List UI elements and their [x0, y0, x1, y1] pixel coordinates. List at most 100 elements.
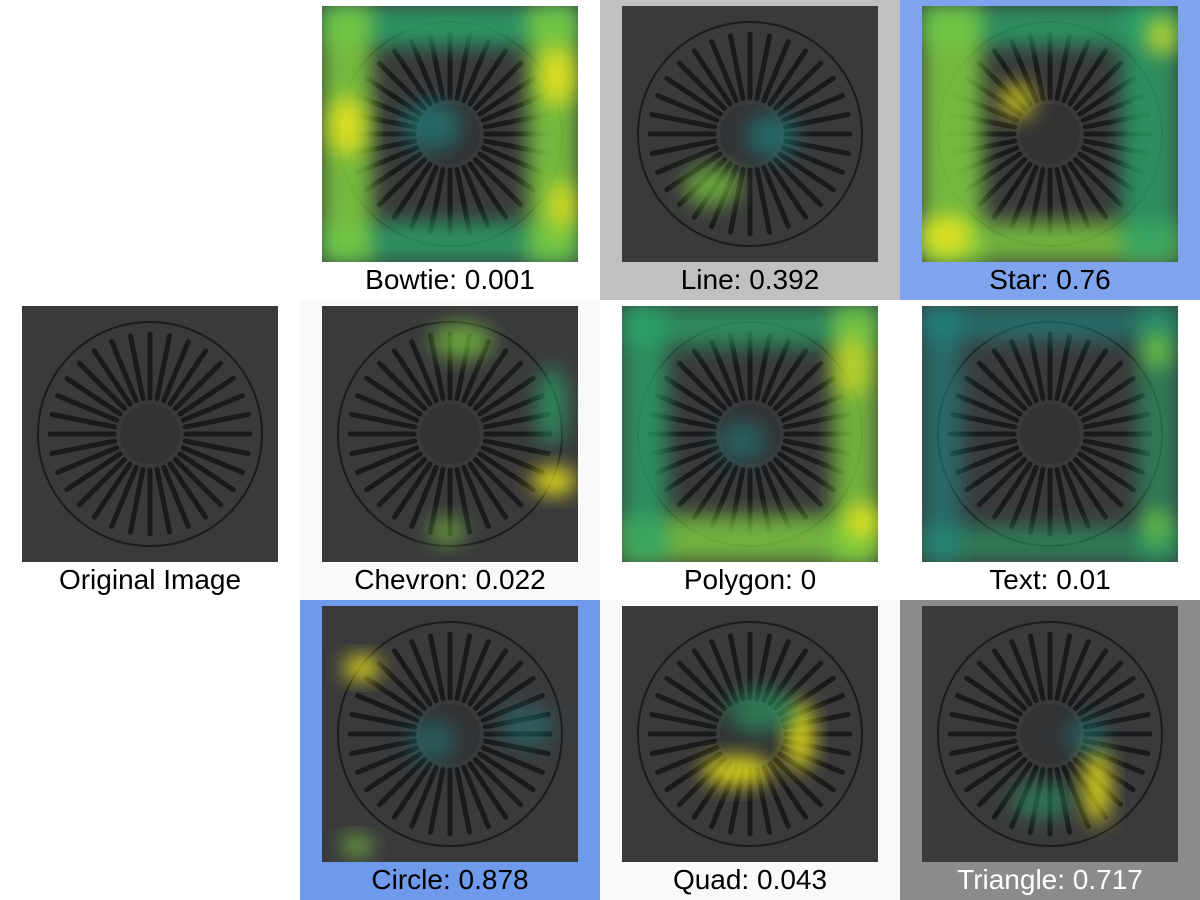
petal-stroke: [154, 466, 173, 535]
petal-stroke: [182, 438, 251, 457]
petal-stroke: [477, 751, 536, 793]
heatmap-thumbnail: [322, 306, 578, 562]
petal-stroke: [467, 461, 509, 520]
petal-stroke: [955, 393, 1020, 423]
petal-stroke: [649, 111, 718, 130]
petal-stroke: [364, 375, 423, 417]
petal-stroke: [477, 675, 536, 717]
flower-center: [120, 404, 180, 464]
flower-center: [1020, 704, 1080, 764]
petal-stroke: [364, 451, 423, 493]
panel-score-label: Chevron: 0.022: [354, 564, 546, 595]
petal-stroke: [976, 756, 1028, 808]
heatmap-band: [922, 306, 1178, 341]
petal-stroke: [955, 693, 1020, 723]
petal-stroke: [167, 461, 209, 520]
petal-stroke: [364, 675, 423, 717]
petal-stroke: [427, 333, 446, 402]
petal-stroke: [1061, 464, 1091, 529]
petal-stroke: [1080, 445, 1145, 475]
petal-stroke: [976, 456, 1028, 508]
petal-stroke: [55, 445, 120, 475]
petal-stroke: [1027, 333, 1046, 402]
petal-stroke: [991, 761, 1033, 820]
petal-stroke: [427, 166, 446, 235]
petal-stroke: [467, 48, 509, 107]
flower-outline: [37, 321, 263, 547]
petal-stroke: [780, 145, 845, 175]
heatmap-thumbnail: [622, 6, 878, 262]
petal-stroke: [376, 156, 428, 208]
heatmap-blob: [1146, 16, 1178, 56]
original-image-cell: Original Image: [0, 300, 300, 600]
heatmap-blob: [342, 836, 372, 856]
petal-stroke: [777, 75, 836, 117]
petal-stroke: [991, 161, 1033, 220]
petal-stroke: [991, 461, 1033, 520]
heatmap-blob: [532, 467, 576, 495]
heatmap-overlay-image: [622, 6, 878, 262]
petal-stroke: [655, 145, 720, 175]
petal-stroke: [1027, 33, 1046, 102]
petal-stroke: [767, 348, 809, 407]
petal-stroke: [177, 451, 236, 493]
petal-stroke: [467, 161, 509, 220]
petal-stroke: [691, 648, 733, 707]
petal-stroke: [709, 339, 739, 404]
petal-stroke: [472, 360, 524, 412]
petal-stroke: [1072, 156, 1124, 208]
petal-stroke: [127, 333, 146, 402]
petal-stroke: [364, 151, 423, 193]
petal-stroke: [454, 766, 473, 835]
heatmap-blob: [539, 46, 575, 106]
petal-stroke: [127, 466, 146, 535]
petal-stroke: [349, 438, 418, 457]
petal-stroke: [727, 633, 746, 702]
petal-stroke: [1061, 164, 1091, 229]
petal-stroke: [767, 761, 809, 820]
petal-stroke: [782, 111, 851, 130]
heatmap-blob: [402, 101, 462, 151]
petal-stroke: [480, 445, 545, 475]
heatmap-blob: [408, 721, 456, 761]
heatmap-thumbnail: [622, 306, 878, 562]
petal-stroke: [467, 348, 509, 407]
heatmap-blob: [834, 336, 870, 396]
petal-stroke: [767, 161, 809, 220]
petal-stroke: [964, 675, 1023, 717]
petal-stroke: [691, 348, 733, 407]
petal-stroke: [76, 456, 128, 508]
petal-stroke: [777, 375, 836, 417]
petal-stroke: [182, 411, 251, 430]
petal-stroke: [664, 75, 723, 117]
petal-stroke: [777, 451, 836, 493]
heatmap-blob: [432, 323, 492, 359]
heatmap-thumbnail: [922, 606, 1178, 862]
heatmap-blob: [548, 181, 576, 231]
heatmap-overlay-image: [622, 306, 878, 562]
petal-stroke: [649, 138, 718, 157]
petal-stroke: [180, 393, 245, 423]
petal-stroke: [709, 39, 739, 104]
petal-stroke: [349, 738, 418, 757]
petal-stroke: [949, 411, 1018, 430]
heatmap-blob: [329, 96, 365, 156]
heatmap-blob: [746, 114, 798, 158]
heatmap-blob: [344, 656, 380, 680]
petal-stroke: [391, 48, 433, 107]
petal-stroke: [1067, 348, 1109, 407]
heatmap-blob: [684, 166, 740, 206]
petal-stroke: [461, 164, 491, 229]
petal-stroke: [767, 48, 809, 107]
heatmap-panel: Circle: 0.878: [300, 600, 600, 900]
petal-stroke: [991, 348, 1033, 407]
petal-stroke: [727, 333, 746, 402]
petal-stroke: [772, 756, 824, 808]
petal-stroke: [167, 348, 209, 407]
petal-stroke: [1067, 648, 1109, 707]
petal-stroke: [964, 375, 1023, 417]
petal-stroke: [467, 648, 509, 707]
flower-texture-image: [22, 306, 278, 562]
petal-stroke: [55, 393, 120, 423]
heatmap-blob: [1012, 783, 1072, 819]
